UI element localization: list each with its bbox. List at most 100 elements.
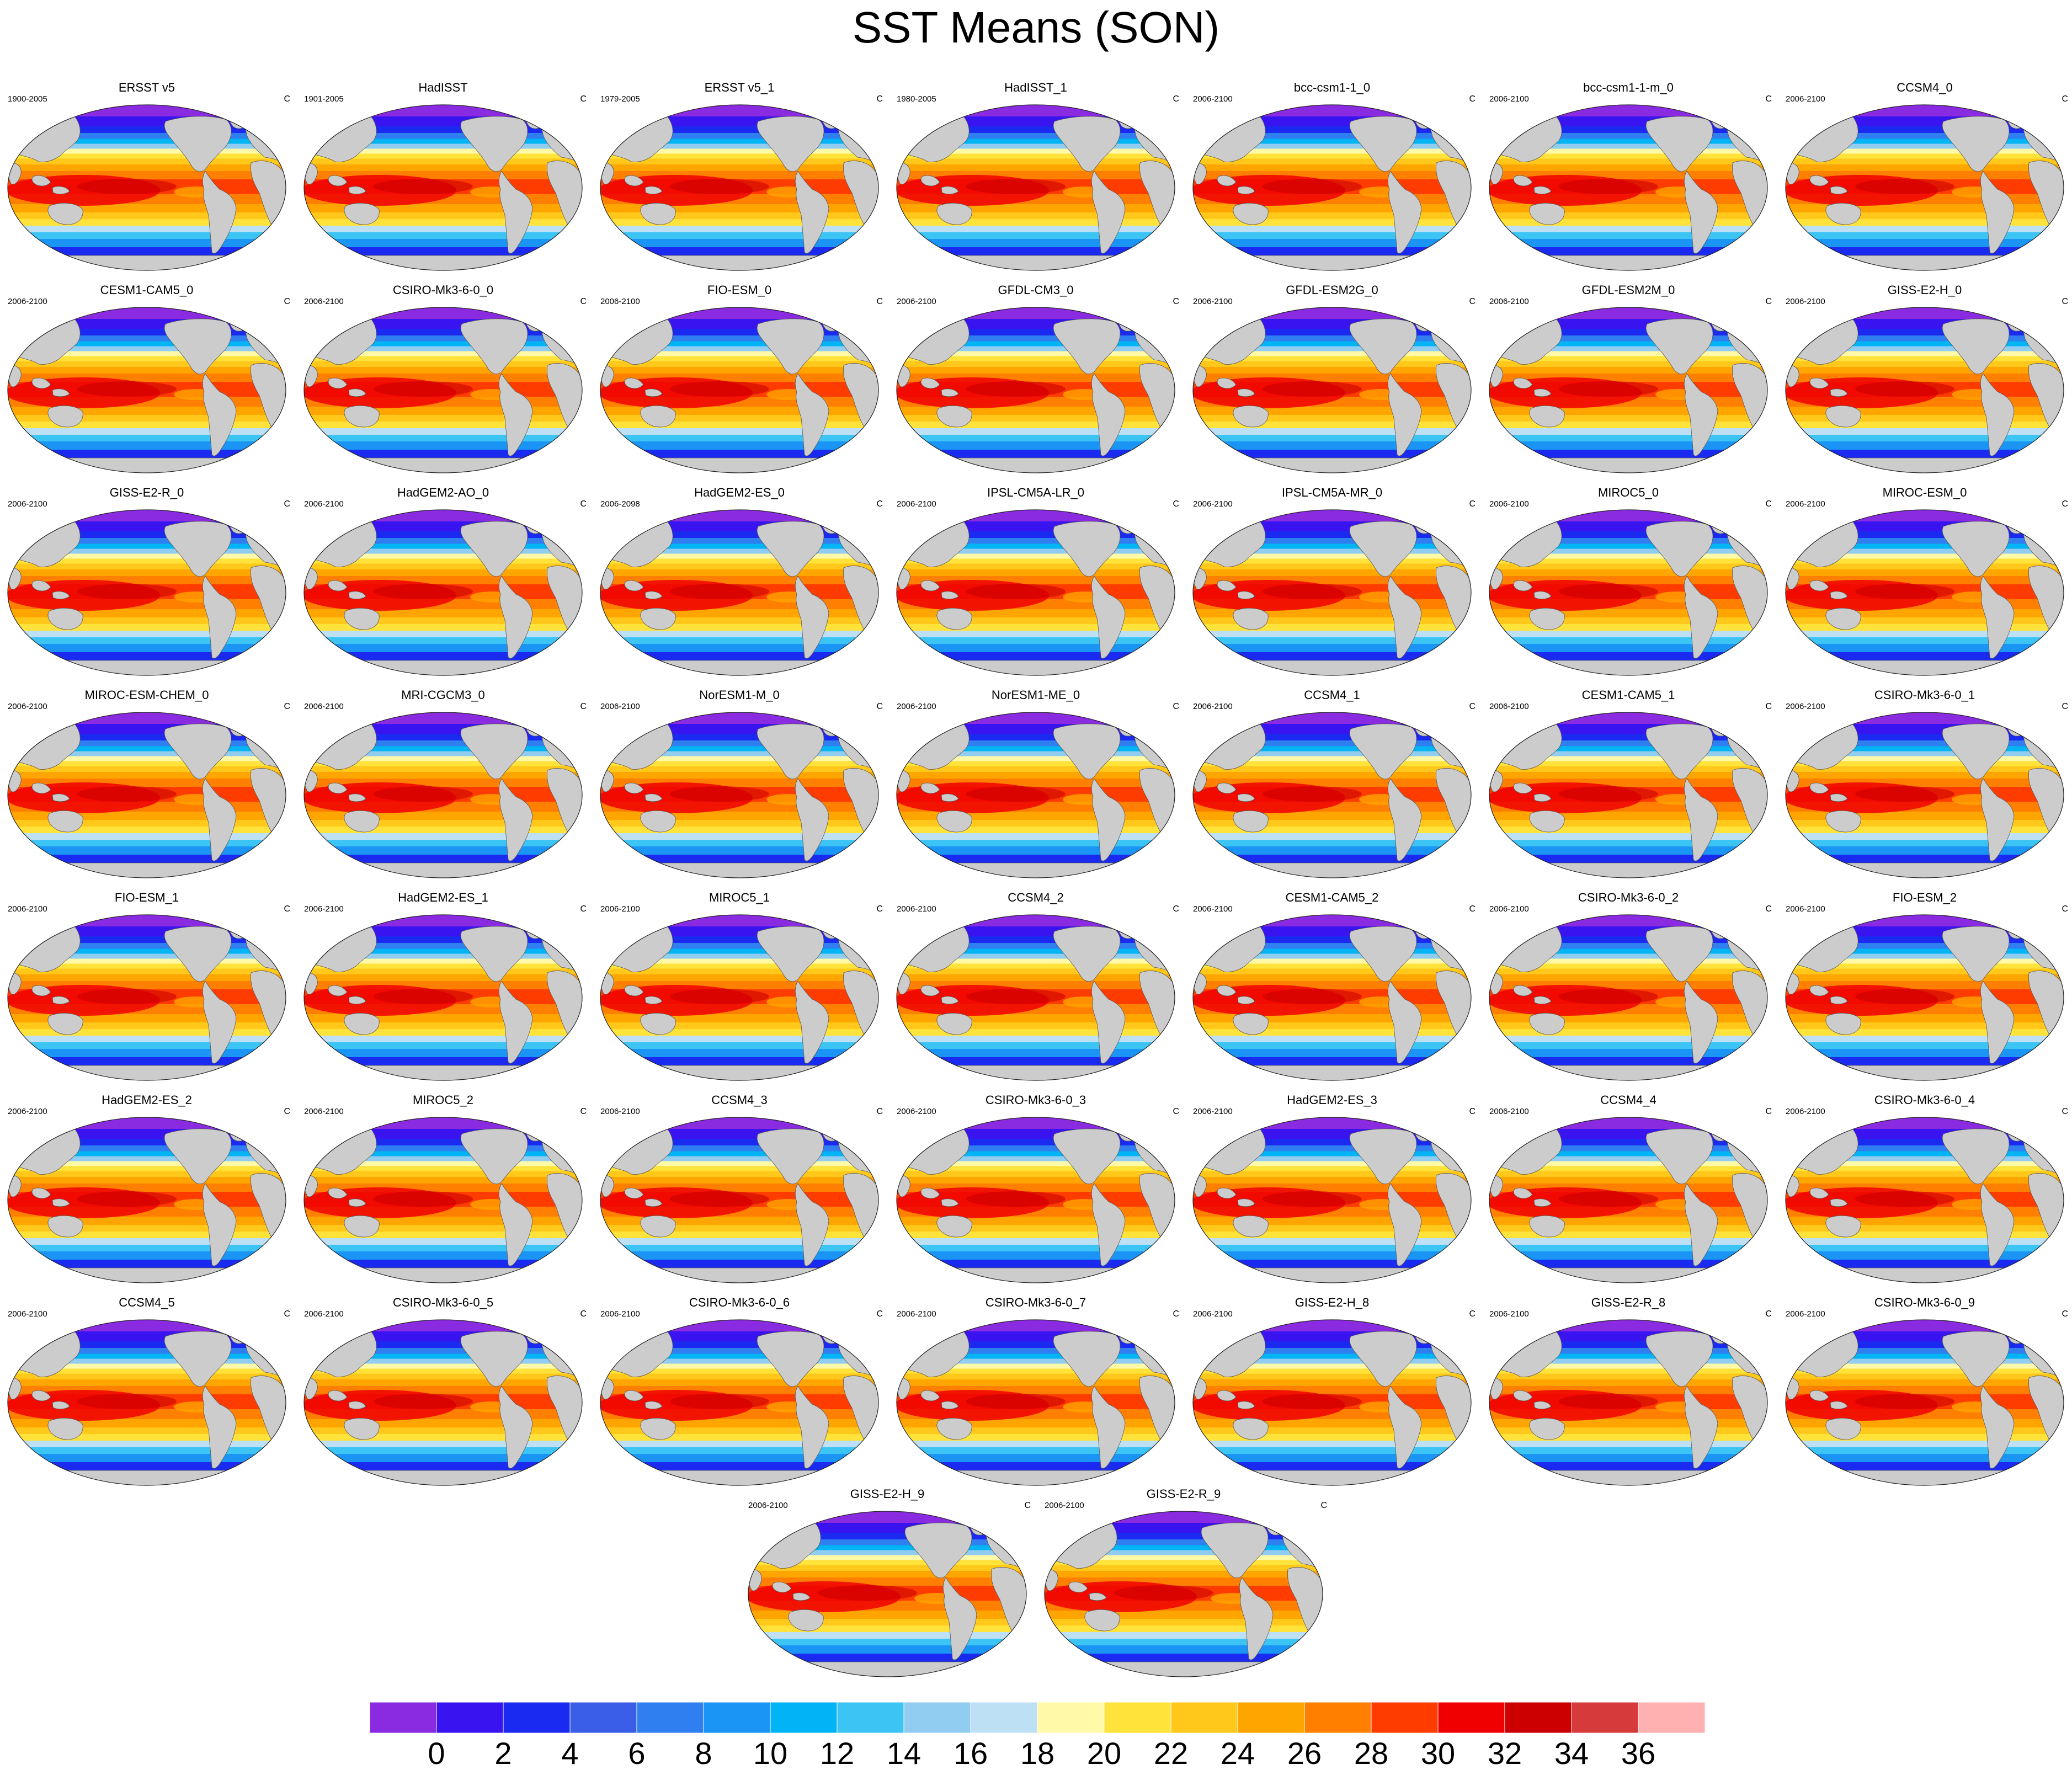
panel-units: C [2062,94,2068,104]
colorbar [370,1702,1705,1733]
panel-period: 2006-2100 [1489,297,1529,306]
panel-units: C [2062,904,2068,914]
map-panel: GISS-E2-R_8 2006-2100 C [1482,1295,1775,1491]
sst-map [7,1117,286,1283]
panel-units: C [284,499,290,509]
colorbar-tick-label: 12 [819,1736,855,1771]
panel-period: 2006-2100 [1786,297,1825,306]
panel-period: 2006-2100 [600,702,640,711]
panel-title: GFDL-ESM2M_0 [1581,283,1675,297]
panel-period: 2006-2100 [304,904,344,914]
panel-units: C [1469,297,1476,306]
colorbar-tick-label: 24 [1220,1736,1255,1771]
sst-map [1192,914,1472,1081]
panel-units: C [284,297,290,306]
sst-map [896,1117,1175,1283]
map-panel: FIO-ESM_1 2006-2100 C [0,890,294,1086]
map-panel: ERSST v5_1 1979-2005 C [593,80,886,276]
colorbar-swatch [370,1702,437,1733]
colorbar-tick-label: 34 [1554,1736,1589,1771]
panel-title: GISS-E2-H_9 [850,1487,925,1501]
panel-title: FIO-ESM_1 [114,891,179,904]
map-panel: CSIRO-Mk3-6-0_2 2006-2100 C [1482,890,1775,1086]
map-panel: HadISST 1901-2005 C [296,80,590,276]
panel-title: MIROC5_1 [709,891,770,904]
map-panel: GISS-E2-H_0 2006-2100 C [1778,282,2071,478]
panel-period: 2006-2100 [1489,1107,1529,1116]
panel-units: C [1765,1107,1772,1116]
map-panel: CESM1-CAM5_0 2006-2100 C [0,282,294,478]
colorbar-tick-label: 0 [428,1736,445,1771]
map-panel: CSIRO-Mk3-6-0_4 2006-2100 C [1778,1092,2071,1288]
panel-title: CCSM4_4 [1600,1093,1656,1107]
colorbar-swatch [837,1702,904,1733]
sst-map [600,1117,879,1283]
sst-map [303,1117,583,1283]
map-panel: MIROC-ESM-CHEM_0 2006-2100 C [0,687,294,883]
colorbar-tick-label: 16 [953,1736,988,1771]
sst-map [7,307,286,473]
map-panel: CCSM4_1 2006-2100 C [1185,687,1479,883]
panel-title: GISS-E2-R_8 [1591,1296,1666,1309]
map-panel: MRI-CGCM3_0 2006-2100 C [296,687,590,883]
panel-units: C [876,702,883,711]
panel-units: C [580,1107,587,1116]
panel-title: HadGEM2-ES_1 [398,891,488,904]
panel-title: MIROC-ESM_0 [1882,486,1967,499]
panel-period: 2006-2100 [600,1309,640,1319]
sst-map [303,712,583,878]
map-panel: CSIRO-Mk3-6-0_6 2006-2100 C [593,1295,886,1491]
sst-map [7,914,286,1081]
sst-map [1785,1319,2064,1486]
colorbar-swatch [970,1702,1038,1733]
panel-period: 2006-2100 [8,1309,47,1319]
panel-title: bcc-csm1-1_0 [1293,81,1371,94]
sst-map [7,509,286,676]
sst-map [600,509,879,676]
panel-period: 2006-2100 [1489,499,1529,509]
panel-period: 2006-2100 [8,702,47,711]
panel-period: 2006-2100 [304,499,344,509]
map-panel: GISS-E2-H_8 2006-2100 C [1185,1295,1479,1491]
map-panel: IPSL-CM5A-MR_0 2006-2100 C [1185,485,1479,681]
panel-period: 2006-2100 [897,1309,936,1319]
sst-map [1785,1117,2064,1283]
sst-map [896,914,1175,1081]
panel-title: CESM1-CAM5_2 [1285,891,1379,904]
colorbar-tick-label: 28 [1354,1736,1389,1771]
panel-units: C [1173,702,1179,711]
panel-title: HadISST_1 [1004,81,1067,94]
panel-units: C [1765,904,1772,914]
panel-period: 2006-2100 [600,297,640,306]
panel-units: C [1469,499,1476,509]
panel-units: C [580,297,587,306]
panel-units: C [1765,499,1772,509]
panel-period: 2006-2100 [1193,1309,1233,1319]
sst-map [303,104,583,271]
sst-map [1785,509,2064,676]
colorbar-swatch [770,1702,838,1733]
panel-title: FIO-ESM_0 [707,283,772,297]
map-panel: GFDL-ESM2M_0 2006-2100 C [1482,282,1775,478]
sst-map [1785,914,2064,1081]
colorbar-swatch [1037,1702,1105,1733]
colorbar-swatch [1571,1702,1639,1733]
panel-period: 2006-2100 [1193,702,1233,711]
map-panel: CSIRO-Mk3-6-0_3 2006-2100 C [889,1092,1183,1288]
colorbar-swatch [903,1702,971,1733]
panel-title: CESM1-CAM5_0 [100,283,194,297]
sst-map [600,1319,879,1486]
panel-period: 2006-2100 [1489,904,1529,914]
panel-units: C [1469,904,1476,914]
colorbar-swatch [1170,1702,1238,1733]
panel-units: C [1469,702,1476,711]
sst-map [1489,712,1768,878]
colorbar-swatch [503,1702,571,1733]
map-panel: MIROC5_0 2006-2100 C [1482,485,1775,681]
sst-map [1489,1319,1768,1486]
colorbar-tick-label: 22 [1153,1736,1189,1771]
colorbar-swatch [1371,1702,1439,1733]
panel-units: C [2062,1107,2068,1116]
panel-units: C [1469,94,1476,104]
panel-period: 2006-2100 [8,1107,47,1116]
